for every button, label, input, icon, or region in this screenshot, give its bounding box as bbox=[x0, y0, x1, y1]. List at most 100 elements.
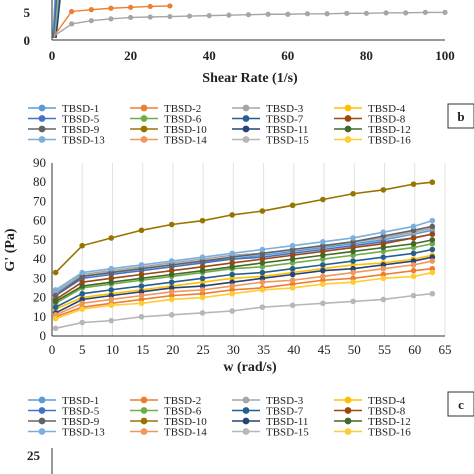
data-point-tbsd-7 bbox=[229, 271, 235, 278]
legend-swatch-marker bbox=[344, 417, 352, 425]
data-point-tbsd-11 bbox=[138, 288, 145, 295]
data-point-tbsd-11 bbox=[350, 265, 356, 272]
legend-swatch-marker bbox=[38, 396, 46, 404]
panel-label-c: c bbox=[458, 397, 464, 412]
top-data-point-tbsd-15 bbox=[186, 13, 193, 19]
y-tick-label: 50 bbox=[33, 232, 46, 247]
data-point-tbsd-15 bbox=[199, 310, 206, 316]
series-line-tbsd-13 bbox=[55, 219, 433, 291]
legend-label: TBSD-6 bbox=[164, 114, 202, 126]
data-point-tbsd-7 bbox=[52, 304, 59, 310]
data-point-tbsd-16 bbox=[138, 300, 145, 307]
panel-label-b: b bbox=[457, 109, 464, 124]
top-data-point-tbsd-15 bbox=[285, 11, 291, 17]
y-tick-label: 20 bbox=[33, 290, 46, 305]
legend-swatch-marker bbox=[140, 428, 148, 435]
data-point-tbsd-12 bbox=[380, 244, 387, 251]
data-point-tbsd-12 bbox=[289, 256, 296, 262]
data-point-tbsd-13 bbox=[410, 223, 417, 230]
data-point-tbsd-7 bbox=[259, 269, 266, 276]
data-point-tbsd-11 bbox=[259, 275, 266, 282]
legend-swatch-marker bbox=[140, 115, 148, 122]
data-point-tbsd-9 bbox=[52, 292, 59, 299]
data-point-tbsd-14 bbox=[108, 296, 115, 303]
data-point-tbsd-16 bbox=[52, 315, 59, 322]
data-point-tbsd-9 bbox=[380, 233, 387, 239]
legend-swatch-marker bbox=[242, 396, 250, 404]
legend-swatch-marker bbox=[38, 428, 46, 435]
data-point-tbsd-11 bbox=[229, 279, 235, 285]
data-point-tbsd-9 bbox=[410, 227, 417, 234]
legend-swatch-marker bbox=[140, 104, 148, 112]
top-series-layer bbox=[52, 0, 448, 39]
top-data-point-tbsd-15 bbox=[88, 18, 94, 24]
data-point-tbsd-7 bbox=[429, 246, 436, 253]
data-point-tbsd-7 bbox=[168, 279, 175, 285]
data-point-tbsd-13 bbox=[108, 265, 115, 272]
data-point-tbsd-16 bbox=[229, 290, 235, 297]
data-point-tbsd-11 bbox=[320, 267, 326, 274]
legend-swatch-marker bbox=[344, 396, 352, 404]
data-point-tbsd-8 bbox=[320, 248, 326, 255]
data-point-tbsd-10 bbox=[410, 181, 417, 187]
data-point-tbsd-7 bbox=[320, 262, 326, 268]
legend-swatch-marker bbox=[38, 136, 46, 143]
data-point-tbsd-16 bbox=[108, 302, 115, 309]
legend-label: TBSD-7 bbox=[266, 406, 304, 418]
legend-label: TBSD-13 bbox=[62, 135, 105, 147]
top-data-point-tbsd-15 bbox=[304, 11, 311, 17]
legend-label: TBSD-14 bbox=[164, 135, 207, 147]
y-tick-label: 40 bbox=[33, 251, 46, 266]
data-point-tbsd-7 bbox=[350, 258, 356, 264]
x-tick-label: 60 bbox=[408, 342, 421, 357]
data-point-tbsd-9 bbox=[229, 254, 235, 260]
x-tick-label: 0 bbox=[49, 342, 56, 357]
legend-swatch-marker bbox=[140, 417, 148, 425]
legend-label: TBSD-7 bbox=[266, 114, 304, 126]
x-tick-label: 10 bbox=[106, 342, 119, 357]
data-point-tbsd-16 bbox=[199, 294, 206, 301]
top-x-tick-label: 100 bbox=[435, 48, 455, 63]
data-point-tbsd-6 bbox=[320, 256, 326, 262]
legend-label: TBSD-13 bbox=[62, 427, 105, 439]
data-point-tbsd-7 bbox=[380, 254, 387, 260]
data-point-tbsd-14 bbox=[429, 258, 436, 264]
data-point-tbsd-10 bbox=[52, 269, 59, 276]
series-layer bbox=[52, 179, 436, 332]
data-point-tbsd-13 bbox=[429, 217, 436, 224]
series-line-tbsd-15 bbox=[55, 292, 433, 330]
legend-swatch-marker bbox=[242, 407, 250, 414]
data-point-tbsd-8 bbox=[108, 275, 115, 282]
top-data-point-tbsd-15 bbox=[403, 10, 409, 16]
data-point-tbsd-8 bbox=[138, 271, 145, 278]
series-line-tbsd-7 bbox=[55, 248, 433, 308]
data-point-tbsd-11 bbox=[289, 271, 296, 278]
x-tick-label: 5 bbox=[79, 342, 86, 357]
top-y-tick-label: 0 bbox=[24, 33, 31, 48]
data-point-tbsd-10 bbox=[199, 217, 206, 224]
data-point-tbsd-14 bbox=[350, 269, 356, 276]
series-line-tbsd-3 bbox=[55, 227, 433, 293]
data-point-tbsd-13 bbox=[79, 269, 86, 276]
data-point-tbsd-16 bbox=[429, 269, 436, 276]
x-tick-label: 25 bbox=[197, 342, 210, 357]
data-point-tbsd-9 bbox=[199, 258, 206, 264]
legend-swatch-marker bbox=[344, 407, 352, 414]
data-point-tbsd-8 bbox=[350, 244, 356, 251]
data-point-tbsd-15 bbox=[168, 312, 175, 318]
data-point-tbsd-8 bbox=[168, 267, 175, 274]
series-line-tbsd-8 bbox=[55, 233, 433, 301]
legend-swatch-marker bbox=[140, 136, 148, 143]
data-point-tbsd-10 bbox=[320, 196, 326, 203]
top-data-point-tbsd-15 bbox=[167, 13, 173, 20]
legend-label: TBSD-14 bbox=[164, 427, 207, 439]
top-data-point-tbsd-15 bbox=[69, 21, 75, 27]
data-point-tbsd-15 bbox=[429, 290, 436, 297]
data-point-tbsd-13 bbox=[52, 287, 59, 293]
series-line-tbsd-5 bbox=[55, 233, 433, 297]
data-point-tbsd-12 bbox=[429, 237, 436, 243]
data-point-tbsd-16 bbox=[289, 285, 296, 291]
legend-swatch-marker bbox=[344, 136, 352, 143]
top-data-point-tbsd-2 bbox=[128, 4, 134, 10]
data-point-tbsd-12 bbox=[108, 279, 115, 285]
